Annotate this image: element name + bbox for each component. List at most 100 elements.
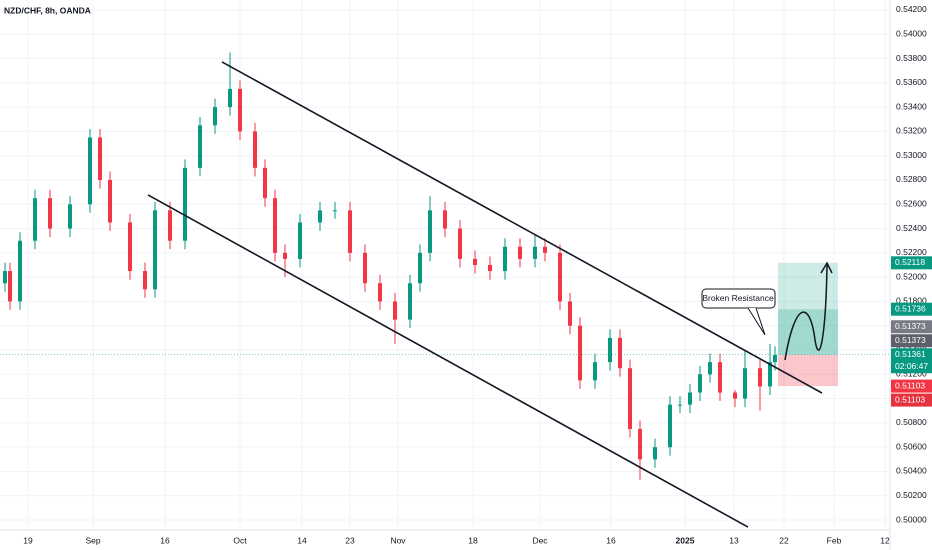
- y-tick-label: 0.53200: [896, 126, 927, 136]
- price-badge: [891, 320, 932, 334]
- candle-body: [143, 271, 147, 290]
- candle-body: [98, 137, 102, 180]
- y-tick-label: 0.50400: [896, 466, 927, 476]
- price-badge: [891, 393, 932, 407]
- candle-body: [488, 265, 492, 272]
- candle-body: [668, 404, 672, 448]
- y-tick-label: 0.50200: [896, 490, 927, 500]
- candle-body: [558, 252, 562, 302]
- candle-body: [33, 198, 37, 241]
- candle-body: [238, 88, 242, 132]
- price-badge: [891, 256, 932, 270]
- candle-body: [283, 252, 287, 259]
- x-tick-label: 2025: [676, 535, 695, 545]
- candle-body: [618, 337, 622, 369]
- candle-body: [568, 301, 572, 326]
- countdown: 02:06:47: [895, 361, 928, 371]
- candle-body: [348, 210, 352, 253]
- candle-body: [198, 125, 202, 168]
- callout-box: [701, 288, 776, 309]
- arrow-head: [820, 261, 833, 274]
- candle-body: [418, 252, 422, 284]
- candle-body: [168, 210, 172, 241]
- candle-body: [48, 198, 52, 229]
- candle-body: [298, 222, 302, 259]
- price-badge-label: 0.51103: [895, 380, 925, 390]
- y-tick-label: 0.52400: [896, 223, 927, 233]
- x-tick-label: 13: [729, 535, 739, 545]
- price-badge: [891, 334, 932, 348]
- candle-body: [443, 210, 447, 229]
- candle-body: [688, 392, 692, 405]
- y-tick-label: 0.53600: [896, 77, 927, 87]
- y-tick-label: 0.53400: [896, 101, 927, 111]
- x-tick-label: 22: [779, 535, 789, 545]
- price-badge-label: 0.51736: [895, 303, 926, 313]
- price-badge-label: 0.51373: [895, 335, 926, 345]
- y-tick-label: 0.50000: [896, 514, 927, 524]
- y-tick-label: 0.52000: [896, 271, 927, 281]
- price-badge: [891, 379, 932, 393]
- y-tick-label: 0.50600: [896, 441, 927, 451]
- x-tick-label: 23: [345, 535, 355, 545]
- y-tick-label: 0.50800: [896, 417, 927, 427]
- x-tick-label: Feb: [827, 535, 842, 545]
- y-tick-label: 0.52200: [896, 247, 927, 257]
- candle-body: [213, 107, 217, 126]
- candle-body: [768, 362, 772, 387]
- callout-text: Broken Resistance: [702, 293, 774, 303]
- y-tick-label: 0.53800: [896, 53, 927, 63]
- trend-line: [147, 194, 749, 528]
- x-tick-label: Dec: [532, 535, 548, 545]
- candle-body: [743, 368, 747, 399]
- callout-pointer: [747, 307, 766, 336]
- stop-zone: [778, 354, 838, 387]
- candle-body: [733, 392, 737, 399]
- y-tick-label: 0.52600: [896, 199, 927, 209]
- price-badge-label: 0.51373: [895, 321, 926, 331]
- candle-body: [678, 404, 682, 406]
- price-badge: [891, 302, 932, 316]
- y-tick-label: 0.54200: [896, 4, 927, 14]
- candle-body: [3, 271, 7, 284]
- x-tick-label: 16: [606, 535, 616, 545]
- y-tick-label: 0.53000: [896, 150, 927, 160]
- projection-arrow: [784, 264, 828, 361]
- candle-body: [228, 88, 232, 108]
- candle-body: [8, 271, 12, 302]
- candle-body: [533, 246, 537, 259]
- price-badge-label: 0.52118: [895, 257, 925, 267]
- candle-body: [773, 354, 777, 363]
- candle-body: [333, 210, 337, 212]
- candle-body: [108, 179, 112, 223]
- candle-body: [653, 447, 657, 460]
- candle-body: [318, 210, 322, 223]
- y-tick-label: 0.54000: [896, 28, 927, 38]
- y-tick-label: 0.51800: [896, 296, 927, 306]
- candle-body: [363, 252, 367, 284]
- candle-body: [543, 246, 547, 253]
- candle-body: [263, 167, 267, 199]
- candle-body: [393, 301, 397, 320]
- trend-line: [221, 61, 823, 394]
- candle-body: [718, 362, 722, 393]
- candle-body: [408, 283, 412, 320]
- x-tick-label: Nov: [390, 535, 406, 545]
- x-tick-label: 12: [880, 535, 890, 545]
- candle-body: [378, 283, 382, 302]
- profit-zone: [778, 262, 838, 355]
- y-tick-label: 0.52800: [896, 174, 927, 184]
- candle-body: [628, 368, 632, 429]
- candle-body: [758, 368, 762, 387]
- x-tick-label: 18: [468, 535, 478, 545]
- candle-body: [698, 374, 702, 393]
- candle-body: [578, 325, 582, 381]
- x-tick-label: 19: [23, 535, 33, 545]
- y-tick-label: 0.51200: [896, 369, 927, 379]
- x-tick-label: Sep: [85, 535, 100, 545]
- candle-body: [253, 131, 257, 168]
- candle-body: [18, 240, 22, 302]
- candle-body: [68, 204, 72, 229]
- chart-title: NZD/CHF, 8h, OANDA: [4, 5, 91, 15]
